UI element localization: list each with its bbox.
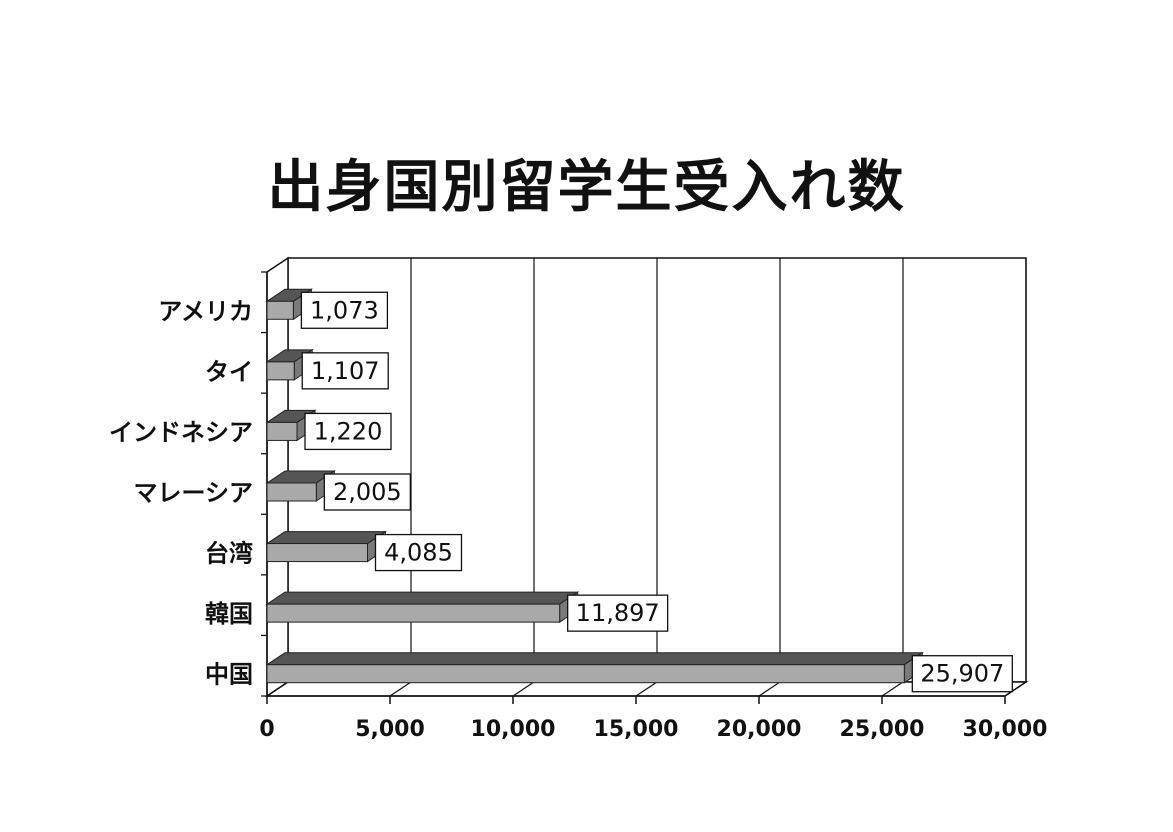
floor-grid-line [881, 681, 904, 697]
floor-grid-line [266, 681, 289, 697]
data-label-box [323, 473, 411, 511]
data-labels: 1,073 1,107 1,220 2,005 4,085 11,897 25,907 [300, 291, 1013, 693]
data-label-box [567, 594, 669, 632]
bar [266, 603, 561, 623]
category-label: 韓国 [205, 600, 253, 628]
floor-grid-line [635, 681, 658, 697]
x-tick-label: 15,000 [594, 717, 679, 742]
category-label: インドネシア [109, 418, 253, 446]
bar-top [265, 531, 388, 545]
bar [266, 664, 905, 684]
category-label: アメリカ [158, 297, 253, 325]
bar [266, 361, 295, 381]
bar [266, 482, 317, 502]
data-label-box [374, 533, 463, 572]
floor-grid-line [758, 681, 781, 697]
data-label: 1,220 [314, 417, 383, 445]
bar-top [265, 652, 924, 666]
bar-top [265, 591, 580, 605]
x-tick-label: 0 [259, 717, 274, 742]
data-label: 25,907 [920, 660, 1004, 688]
data-label: 4,085 [384, 539, 453, 567]
bar [266, 421, 298, 441]
category-label: 中国 [205, 661, 253, 689]
category-label: 台湾 [205, 540, 253, 568]
data-label: 11,897 [576, 599, 660, 627]
category-label: マレーシア [133, 479, 253, 507]
chart-title: 出身国別留学生受入れ数 [267, 155, 906, 220]
data-label: 1,073 [310, 296, 379, 324]
x-tick-label: 10,000 [471, 717, 556, 742]
floor-grid-line [389, 681, 412, 697]
floor-grid-line [512, 681, 535, 697]
data-label-box [300, 291, 389, 329]
x-tick-label: 20,000 [717, 717, 802, 742]
data-label-box [301, 352, 389, 390]
bar [266, 300, 294, 320]
floor-grid-line [1004, 681, 1027, 697]
x-tick-label: 30,000 [963, 717, 1048, 742]
x-tick-labels: 0 5,000 10,000 15,000 20,000 25,000 30,000 [259, 717, 1047, 742]
bar [266, 543, 368, 563]
data-label-box [911, 655, 1013, 693]
x-tick-label: 5,000 [355, 717, 425, 742]
category-label: タイ [205, 358, 253, 386]
data-label-box [304, 412, 392, 451]
x-tick-label: 25,000 [840, 717, 925, 742]
data-label: 2,005 [333, 478, 402, 506]
data-label: 1,107 [311, 357, 380, 385]
